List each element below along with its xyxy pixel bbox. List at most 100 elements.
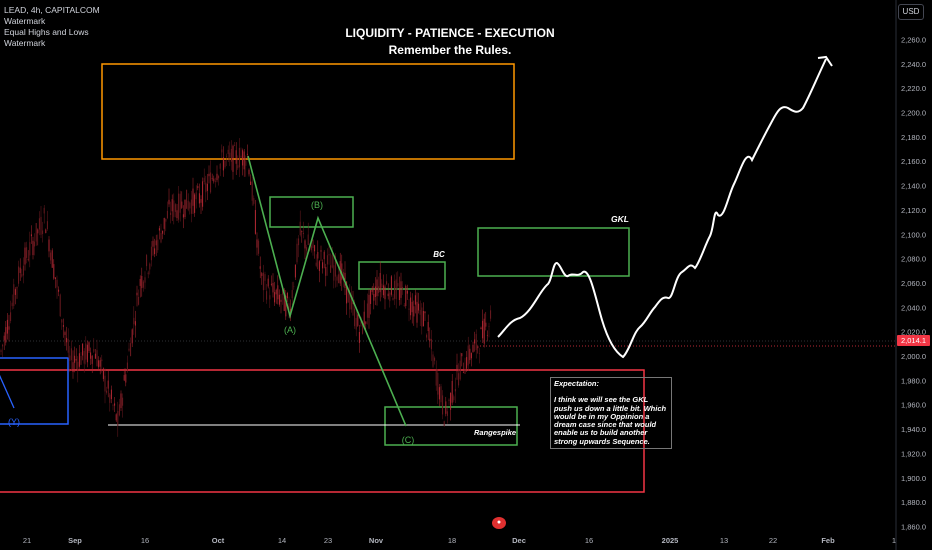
candle-body [362, 321, 364, 334]
wave-b-label: (B) [311, 200, 323, 210]
candle-body [30, 234, 32, 237]
candle-body [379, 273, 381, 293]
candle-body [254, 210, 256, 234]
candle-body [464, 368, 466, 374]
x-tick-label: Dec [512, 536, 526, 545]
candle-body [80, 355, 82, 365]
candle-body [77, 361, 79, 371]
x-tick-label: 1 [892, 536, 896, 545]
candle-body [298, 238, 300, 246]
y-tick-label: 2,140.0 [901, 182, 926, 191]
x-tick-label: 2025 [662, 536, 679, 545]
expectation-note[interactable]: Expectation: I think we will see the GKL… [550, 377, 672, 449]
candle-body [187, 200, 189, 210]
candle-body [480, 327, 482, 330]
candle-body [155, 240, 157, 246]
indicator-watermark-2[interactable]: Watermark [4, 38, 46, 48]
candle-body [43, 207, 45, 214]
candle-body [394, 280, 396, 299]
candle-body [27, 259, 29, 260]
candle-body [213, 178, 215, 182]
candle-body [317, 251, 319, 259]
candle-body [48, 239, 50, 252]
candle-body [189, 202, 191, 209]
candle-body [435, 371, 437, 386]
candle-body [341, 263, 343, 280]
candle-body [110, 389, 112, 400]
candle-body [355, 317, 357, 330]
x-tick-label: 14 [278, 536, 286, 545]
candle-body [302, 232, 304, 235]
candle-body [269, 295, 271, 300]
candle-body [294, 264, 296, 278]
x-tick-label: 22 [769, 536, 777, 545]
candle-body [384, 286, 386, 300]
candle-body [181, 201, 183, 208]
candle-body [429, 338, 431, 341]
candle-body [85, 343, 87, 360]
candle-body [445, 401, 447, 414]
supply-zone [101, 63, 515, 160]
candle-body [168, 199, 170, 205]
candle-body [186, 189, 188, 209]
candle-body [0, 350, 2, 352]
candle-body [408, 308, 410, 310]
candle-body [411, 301, 413, 313]
candle-body [227, 149, 229, 155]
candle-body [443, 421, 445, 427]
candle-body [312, 240, 314, 248]
y-tick-label: 2,200.0 [901, 109, 926, 118]
candle-body [253, 198, 255, 204]
candle-body [102, 368, 104, 379]
candle-body [432, 354, 434, 367]
candle-body [123, 375, 125, 381]
gkl-label: GKL [611, 214, 629, 224]
y-tick-label: 2,160.0 [901, 157, 926, 166]
candle-body [58, 289, 60, 292]
candle-body [261, 273, 263, 276]
candle-body [262, 272, 264, 291]
candle-body [286, 292, 288, 299]
wave-y-line [0, 374, 15, 409]
candle-body [99, 360, 101, 367]
candle-body [478, 353, 480, 354]
candle-body [318, 261, 320, 271]
candle-body [419, 309, 421, 315]
candle-body [358, 332, 360, 343]
candle-body [325, 266, 327, 276]
candle-body [461, 353, 463, 357]
candle-body [402, 286, 404, 289]
abc-wave-line [247, 155, 407, 427]
candles-group [0, 138, 492, 437]
candle-body [98, 360, 100, 368]
symbol-legend: LEAD, 4h, CAPITALCOM Watermark Equal Hig… [4, 5, 100, 49]
candle-body [413, 306, 415, 317]
candle-body [163, 217, 165, 229]
candle-body [170, 212, 172, 215]
candle-body [242, 150, 244, 166]
symbol-label[interactable]: LEAD, 4h, CAPITALCOM [4, 5, 100, 15]
candle-body [93, 349, 95, 352]
wave-c-label: (C) [402, 435, 415, 445]
candle-body [61, 319, 63, 323]
candle-body [219, 163, 221, 169]
candle-body [160, 233, 162, 243]
candle-body [96, 350, 98, 367]
candle-body [72, 362, 74, 372]
indicator-equal-highs-lows[interactable]: Equal Highs and Lows [4, 27, 89, 37]
candle-body [154, 248, 156, 255]
candle-body [278, 294, 280, 305]
headline-title: LIQUIDITY - PATIENCE - EXECUTION [345, 26, 555, 40]
candle-body [32, 240, 34, 256]
candle-body [462, 372, 464, 373]
candle-body [16, 287, 18, 289]
y-tick-label: 1,960.0 [901, 401, 926, 410]
currency-button[interactable]: USD [898, 4, 924, 20]
candle-body [38, 218, 40, 230]
flag-icon[interactable]: ● [492, 517, 506, 529]
indicator-watermark-1[interactable]: Watermark [4, 16, 46, 26]
candle-body [146, 255, 148, 267]
candle-body [5, 327, 7, 343]
